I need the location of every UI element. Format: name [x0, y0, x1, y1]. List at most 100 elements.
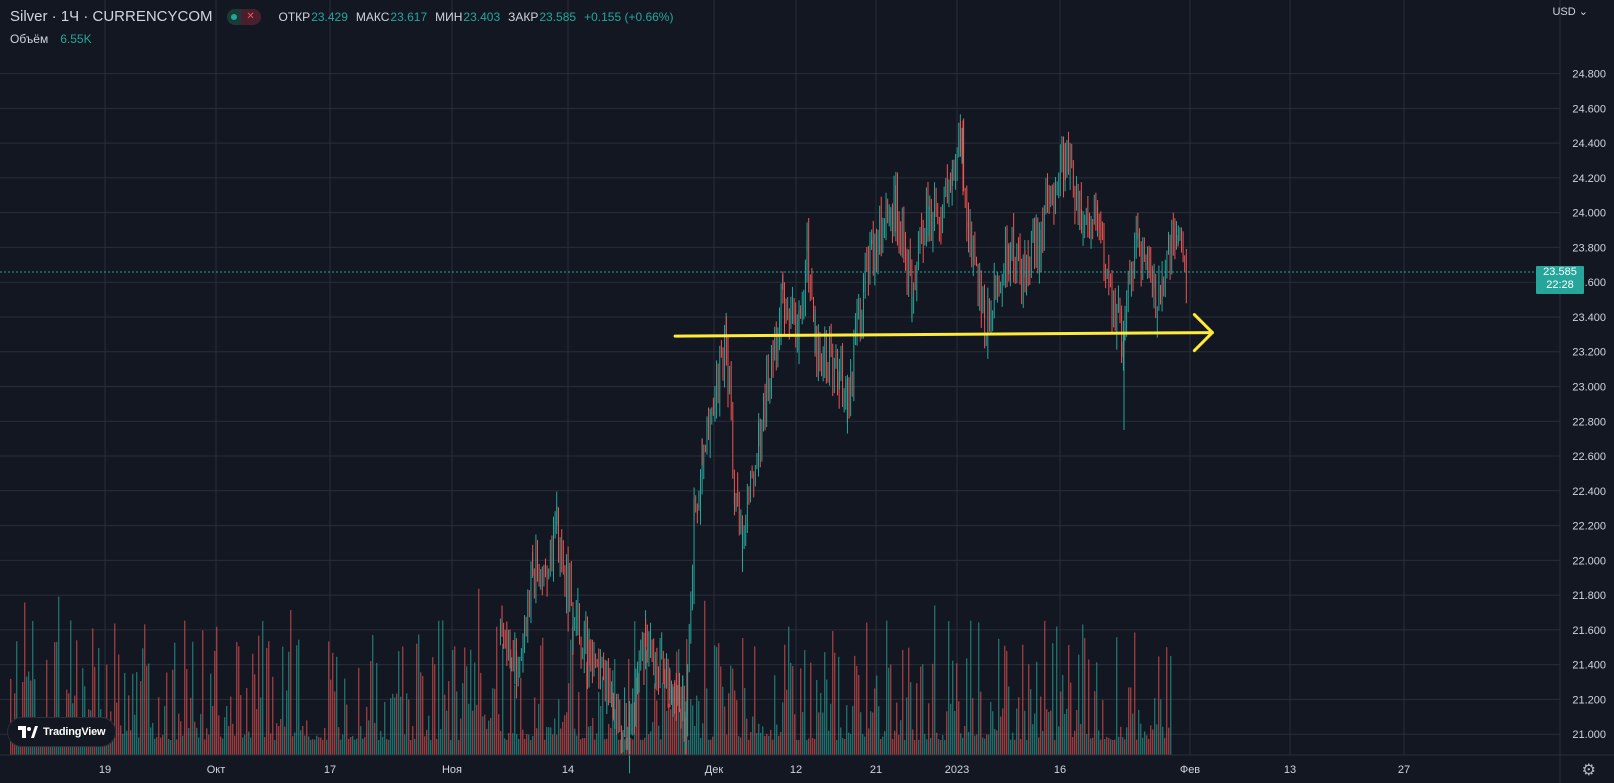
volume-bar — [458, 739, 460, 755]
x-tick-label: 19 — [99, 764, 111, 776]
volume-bar — [972, 698, 974, 755]
volume-bar — [1096, 662, 1098, 755]
low-label: МИН — [435, 9, 463, 24]
volume-bar — [152, 722, 154, 755]
volume-bar — [794, 714, 796, 755]
volume-bar — [262, 620, 264, 755]
volume-bar — [366, 706, 368, 755]
x-tick-label: 14 — [562, 764, 574, 776]
volume-bar — [632, 739, 634, 755]
gear-icon[interactable]: ⚙ — [1581, 762, 1596, 779]
volume-bar — [482, 716, 484, 755]
volume-bar — [36, 739, 38, 755]
volume-bar — [346, 704, 348, 755]
volume-bar — [144, 624, 146, 755]
volume-bar — [820, 692, 822, 755]
arrow-head[interactable] — [1192, 313, 1214, 353]
volume-bar — [462, 683, 464, 755]
volume-bar — [778, 735, 780, 755]
volume-bar — [370, 660, 372, 755]
currency-selector[interactable]: USD ⌄ — [1552, 5, 1588, 18]
volume-bar — [694, 725, 696, 755]
arrow-line[interactable] — [673, 331, 1214, 338]
volume-bar — [1112, 739, 1114, 755]
volume-bar — [860, 712, 862, 755]
volume-bar — [964, 725, 966, 755]
volume-bar — [760, 732, 762, 755]
volume-bar — [396, 693, 398, 755]
volume-bar — [584, 738, 586, 755]
volume-bar — [278, 726, 280, 755]
volume-bar — [242, 737, 244, 755]
volume-bar — [442, 620, 444, 755]
volume-bar — [512, 733, 514, 755]
volume-bar — [172, 669, 174, 755]
volume-bar — [1092, 737, 1094, 755]
volume-bar — [798, 739, 800, 755]
volume-bar — [180, 721, 182, 755]
volume-bar — [334, 691, 336, 755]
volume-bar — [574, 728, 576, 755]
volume-bar — [720, 666, 722, 755]
volume-bar — [398, 651, 400, 755]
volume-bar — [374, 723, 376, 755]
volume-bar — [736, 700, 738, 755]
volume-bar — [1140, 723, 1142, 755]
volume-bar — [1164, 737, 1166, 755]
volume-bar — [644, 737, 646, 755]
volume-bar — [92, 628, 94, 755]
volume-bar — [328, 641, 330, 755]
volume-bar — [24, 602, 26, 755]
volume-bar — [638, 673, 640, 755]
volume-bar — [1010, 739, 1012, 755]
volume-bar — [80, 739, 82, 755]
tradingview-logo[interactable]: TradingView — [8, 718, 116, 746]
volume-bar — [862, 734, 864, 755]
volume-bar — [640, 739, 642, 755]
volume-bar — [134, 714, 136, 755]
volume-bar — [628, 658, 630, 755]
volume-bar — [876, 675, 878, 755]
volume-bar — [962, 737, 964, 755]
volume-bar — [118, 654, 120, 755]
volume-bar — [418, 634, 420, 755]
volume-bar — [982, 737, 984, 755]
volume-bar — [930, 737, 932, 755]
volume-bar — [746, 718, 748, 755]
volume-bar — [82, 668, 84, 755]
volume-bar — [64, 739, 66, 755]
volume-bar — [158, 697, 160, 755]
volume-bar — [792, 666, 794, 755]
volume-bar — [568, 683, 570, 755]
volume-label[interactable]: Объём — [10, 32, 49, 46]
volume-bar — [946, 711, 948, 755]
volume-bar — [880, 738, 882, 755]
volume-bar — [320, 737, 322, 755]
market-status-icon — [226, 8, 241, 25]
volume-bar — [420, 672, 422, 755]
y-tick-label: 23.800 — [1572, 242, 1606, 254]
volume-bar — [34, 679, 36, 755]
volume-bar — [582, 738, 584, 755]
volume-bar — [1014, 739, 1016, 755]
volume-bar — [560, 728, 562, 755]
volume-bar — [890, 664, 892, 755]
volume-bar — [488, 720, 490, 755]
volume-bar — [58, 596, 60, 755]
volume-bar — [532, 735, 534, 755]
volume-bar — [12, 739, 14, 755]
volume-bar — [322, 739, 324, 755]
volume-bar — [112, 739, 114, 755]
volume-bar — [600, 706, 602, 755]
volume-bar — [1064, 713, 1066, 755]
volume-bar — [796, 739, 798, 755]
symbol-title[interactable]: Silver · 1Ч · CURRENCYCOM — [10, 8, 213, 25]
volume-bar — [718, 643, 720, 755]
volume-bar — [432, 657, 434, 755]
status-pill[interactable]: ✕ — [226, 8, 261, 25]
volume-bar — [804, 650, 806, 755]
volume-bar — [492, 688, 494, 755]
close-x-icon[interactable]: ✕ — [240, 8, 261, 25]
